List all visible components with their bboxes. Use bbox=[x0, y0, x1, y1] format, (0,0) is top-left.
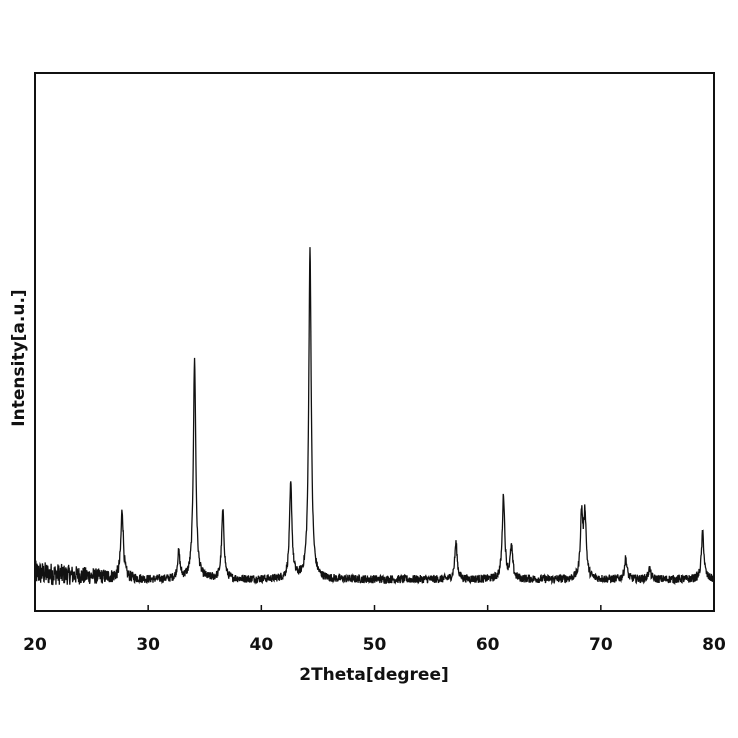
diffraction-pattern-line bbox=[34, 247, 715, 586]
plot-area bbox=[34, 247, 715, 586]
x-tick-label: 80 bbox=[702, 635, 726, 655]
x-tick-label: 60 bbox=[476, 635, 500, 655]
x-axis-ticks: 20 30 40 50 60 70 80 bbox=[23, 605, 726, 655]
x-axis-title: 2Theta[degree] bbox=[299, 665, 449, 685]
x-tick-label: 70 bbox=[589, 635, 613, 655]
x-tick-label: 30 bbox=[136, 635, 160, 655]
x-tick-label: 20 bbox=[23, 635, 47, 655]
x-tick-label: 40 bbox=[249, 635, 273, 655]
y-axis-title: Intensity[a.u.] bbox=[9, 289, 29, 426]
x-tick-label: 50 bbox=[363, 635, 387, 655]
plot-frame bbox=[34, 72, 715, 612]
